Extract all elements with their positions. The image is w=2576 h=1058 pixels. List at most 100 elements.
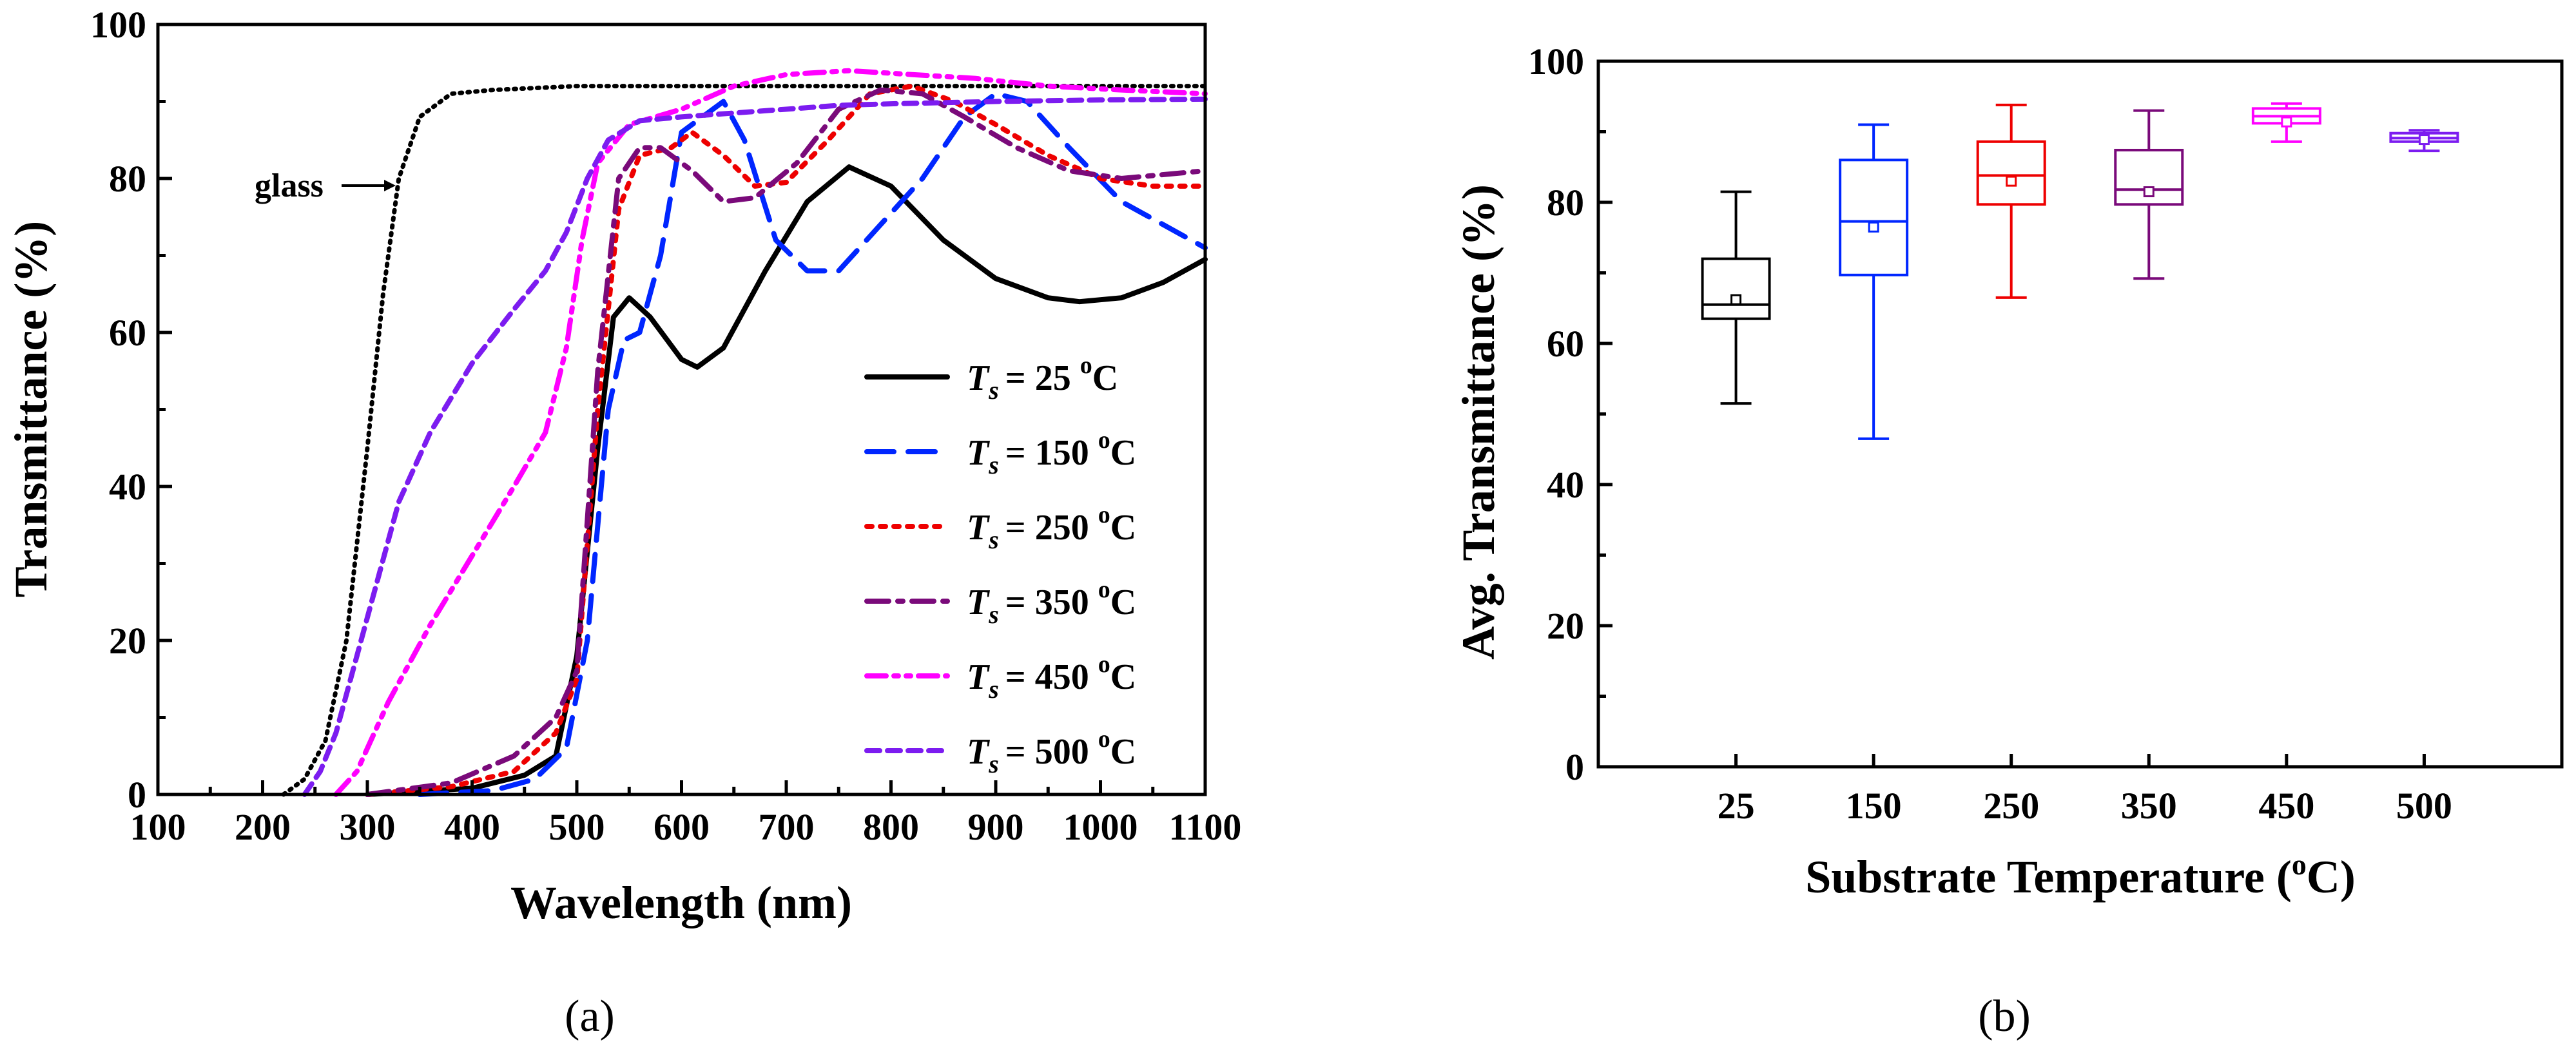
legend-entry-2-degree: o <box>1098 427 1110 454</box>
panel-a-x-tick-label-4: 500 <box>549 806 605 848</box>
legend-entry-3-subscript: s <box>988 525 999 554</box>
legend-entry-1: Ts = 25 oC <box>967 352 1118 405</box>
legend-entry-5: Ts = 450 oC <box>967 651 1136 704</box>
legend-entry-6-unit: C <box>1110 732 1136 772</box>
series-line-5 <box>333 68 1208 797</box>
panel-a-y-tick-label-2: 40 <box>109 466 146 508</box>
panel-a-y-tick-label-4: 80 <box>109 158 146 200</box>
glass-label: glass <box>255 168 324 204</box>
glass-arrow-head <box>384 180 396 191</box>
series-line-0 <box>281 84 1208 797</box>
box-25 <box>1701 190 1771 405</box>
panel-a-line-chart: 100 200 300 400 500 600 700 800 900 1000 1100 0 20 4… <box>5 4 1241 1041</box>
box-mean-marker <box>1730 294 1742 305</box>
panel-a-x-tick-label-2: 300 <box>340 806 396 848</box>
box-mean-marker <box>1868 221 1879 233</box>
panel-b-x-axis-title-tail: C) <box>2307 851 2356 903</box>
panel-a-x-tick-label-8: 900 <box>968 806 1024 848</box>
panel-b-x-tick-label-2: 250 <box>1983 785 2039 827</box>
legend-entry-4-unit: C <box>1110 582 1136 622</box>
panel-b-x-tick-label-4: 450 <box>2258 785 2314 827</box>
legend-entry-5-degree: o <box>1098 651 1110 678</box>
legend-entry-2: Ts = 150 oC <box>967 427 1136 479</box>
panel-b-label: (b) <box>1978 992 2031 1041</box>
panel-b-y-axis-title: Avg. Transmittance (%) <box>1453 184 1504 660</box>
panel-b-x-axis-title-main: Substrate Temperature ( <box>1805 851 2292 903</box>
panel-b-y-tick-label-2: 40 <box>1547 464 1584 506</box>
panel-a-x-tick-label-9: 1000 <box>1063 806 1138 848</box>
box-500 <box>2389 129 2459 153</box>
panel-a-x-tick-label-0: 100 <box>130 806 186 848</box>
legend-entry-1-unit: C <box>1092 358 1118 398</box>
legend-entry-1-subscript: s <box>988 376 999 405</box>
panel-b-x-axis-title-degree: o <box>2292 848 2307 881</box>
legend-entry-2-value: = 150 <box>1005 433 1098 473</box>
panel-a-x-tick-label-10: 1100 <box>1169 806 1242 848</box>
legend-entry-2-unit: C <box>1110 433 1136 473</box>
panel-b-x-tick-label-5: 500 <box>2396 785 2452 827</box>
panel-b-y-tick-label-4: 80 <box>1547 182 1584 224</box>
legend-entry-4-subscript: s <box>988 600 999 629</box>
panel-b-x-tick-label-0: 25 <box>1718 785 1755 827</box>
panel-a-y-tick-label-3: 60 <box>109 312 146 354</box>
box-250 <box>1976 103 2046 299</box>
panel-a-y-tick-label-0: 0 <box>128 774 146 816</box>
box-mean-marker <box>2418 134 2430 146</box>
box-150 <box>1839 123 1909 440</box>
panel-a-series <box>281 68 1208 797</box>
legend-entry-6-degree: o <box>1098 726 1110 753</box>
legend-entry-5-value: = 450 <box>1005 657 1098 697</box>
panel-a-y-tick-label-1: 20 <box>109 620 146 662</box>
box-iqr <box>1701 257 1771 320</box>
legend-entry-3-unit: C <box>1110 508 1136 548</box>
legend-entry-1-value: = 25 <box>1005 358 1080 398</box>
series-line-4 <box>365 87 1208 797</box>
legend-entry-6: Ts = 500 oC <box>967 726 1136 778</box>
panel-a-y-ticks: 0 20 40 60 80 100 <box>90 4 172 816</box>
legend-entry-3-degree: o <box>1098 501 1110 528</box>
series-line-3 <box>365 83 1208 797</box>
legend-entry-4-degree: o <box>1098 576 1110 603</box>
legend-entry-3: Ts = 250 oC <box>967 501 1136 554</box>
panel-b-y-tick-label-0: 0 <box>1565 746 1584 788</box>
legend-entry-2-subscript: s <box>988 450 999 479</box>
panel-b-x-tick-label-3: 350 <box>2121 785 2177 827</box>
panel-b-y-tick-label-1: 20 <box>1547 605 1584 647</box>
legend-entry-6-value: = 500 <box>1005 732 1098 772</box>
legend-entry-1-degree: o <box>1080 352 1092 379</box>
legend-entry-5-unit: C <box>1110 657 1136 697</box>
panel-b-y-tick-label-3: 60 <box>1547 323 1584 365</box>
legend-entry-3-value: = 250 <box>1005 508 1098 548</box>
panel-b-plot-frame <box>1596 59 2564 769</box>
box-450 <box>2251 102 2321 143</box>
panel-a-y-tick-label-5: 100 <box>90 4 146 46</box>
legend-entry-3-symbol: T <box>967 508 991 548</box>
legend-entry-4-symbol: T <box>967 582 991 622</box>
box-350 <box>2114 109 2184 280</box>
legend-entry-2-symbol: T <box>967 433 991 473</box>
panel-a-x-ticks: 100 200 300 400 500 600 700 800 900 1000 1100 <box>130 780 1242 848</box>
panel-a-x-axis-title: Wavelength (nm) <box>510 877 852 928</box>
legend-entry-5-symbol: T <box>967 657 991 697</box>
panel-b-boxes <box>1701 102 2459 440</box>
panel-b-x-axis-title: Substrate Temperature (oC) <box>1805 848 2356 903</box>
box-mean-marker <box>2006 175 2017 187</box>
panel-a-y-axis-title: Transmittance (%) <box>5 221 57 598</box>
panel-b-box-chart: 25 150 250 350 450 500 0 20 40 60 80 100 Substrate… <box>1453 41 2564 1041</box>
panel-a-label: (a) <box>565 992 615 1041</box>
panel-b-x-tick-label-1: 150 <box>1846 785 1902 827</box>
panel-a-x-tick-label-5: 600 <box>654 806 710 848</box>
box-mean-marker <box>2281 116 2292 128</box>
panel-b-y-tick-label-5: 100 <box>1528 41 1584 82</box>
legend-entry-6-symbol: T <box>967 732 991 772</box>
series-line-2 <box>417 91 1208 797</box>
panel-b-x-ticks: 25 150 250 350 450 500 <box>1718 754 2452 827</box>
series-line-6 <box>302 96 1208 797</box>
legend-entry-4-value: = 350 <box>1005 582 1098 622</box>
legend-entry-6-subscript: s <box>988 749 999 778</box>
panel-a-x-tick-label-7: 800 <box>863 806 919 848</box>
box-iqr <box>1839 159 1909 276</box>
legend-entry-5-subscript: s <box>988 675 999 704</box>
